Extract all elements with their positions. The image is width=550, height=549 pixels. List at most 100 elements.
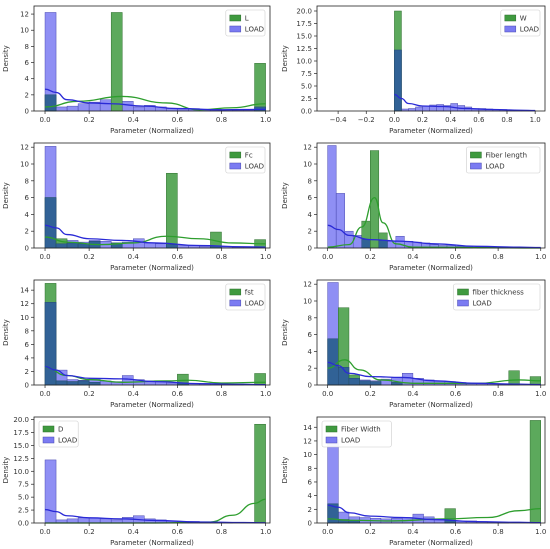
bar-overlap: [394, 49, 402, 112]
y-axis-label: Density: [281, 319, 289, 346]
x-tick-label: 1.0: [535, 390, 546, 398]
x-axis-label: Parameter (Normalized): [389, 264, 473, 272]
kde-load: [327, 504, 541, 524]
bar-load: [335, 193, 345, 249]
axes-frame: [33, 416, 271, 524]
y-tick-label: 10: [303, 451, 312, 459]
x-tick-label: 1.0: [530, 116, 541, 124]
legend-swatch-load: [229, 299, 242, 307]
y-tick-label: 0: [308, 382, 312, 390]
x-tick-label: −0.4: [330, 116, 348, 124]
x-tick-label: 0.6: [450, 253, 462, 261]
x-tick-label: −0.2: [358, 116, 375, 124]
x-tick-label: 0.0: [39, 528, 50, 536]
legend-label-load: LOAD: [245, 26, 264, 34]
y-tick-label: 14: [303, 424, 312, 432]
x-tick-label: 0.0: [39, 253, 50, 261]
legend-box: [466, 146, 541, 174]
x-tick-label: 0.4: [407, 390, 419, 398]
y-tick-label: 0.0: [301, 108, 312, 116]
x-tick-label: 0.6: [172, 528, 184, 536]
histogram-panel-l: 0.0 0.2 0.4 0.6 0.8 1.0 0 2 4 6 8 10 12 Parameter (No…: [2, 5, 271, 135]
y-tick-label: 2: [308, 506, 312, 514]
axes-frame: [316, 142, 546, 249]
kde-fiber-thickness: [327, 359, 541, 384]
x-tick-label: 1.0: [260, 390, 271, 398]
axes-frame: [316, 416, 546, 524]
kde-load: [327, 361, 541, 386]
y-tick-label: 8: [308, 314, 312, 322]
kde-load: [394, 93, 536, 112]
bar-overlap: [361, 239, 371, 249]
y-tick-label: 17.5: [13, 429, 29, 437]
x-tick-label: 0.4: [407, 528, 419, 536]
x-tick-label: 0.2: [84, 253, 95, 261]
kde-load: [44, 366, 266, 386]
y-tick-label: 2: [308, 228, 312, 236]
y-tick-label: 5.0: [301, 83, 312, 91]
bar-overlap: [77, 380, 90, 386]
y-tick-label: 8: [25, 43, 29, 51]
y-tick-label: 8: [308, 465, 312, 473]
bar-overlap: [370, 381, 382, 386]
bar-overlap: [44, 94, 57, 112]
bar-load: [44, 459, 57, 524]
x-tick-label: 0.8: [493, 528, 504, 536]
bar-overlap: [55, 243, 68, 249]
bar-overlap: [55, 380, 68, 386]
bar-load: [77, 517, 90, 524]
bar-load: [121, 375, 134, 386]
y-tick-label: 14: [20, 287, 29, 295]
kde-load: [327, 224, 541, 249]
y-tick-label: 12: [303, 281, 312, 289]
x-axis-label: Parameter (Normalized): [389, 401, 473, 409]
bar-load: [395, 235, 405, 249]
x-tick-label: 0.8: [501, 116, 512, 124]
x-tick-label: 0.2: [365, 528, 376, 536]
axes-frame: [33, 142, 271, 249]
y-tick-label: 6: [25, 59, 30, 67]
legend-swatch-l: [229, 14, 242, 22]
bar-load: [144, 242, 156, 249]
x-tick-label: 1.0: [260, 116, 271, 124]
x-axis-label: Parameter (Normalized): [110, 539, 194, 547]
kde-load: [45, 224, 266, 248]
legend-swatch-load: [325, 436, 338, 444]
y-tick-label: 6: [308, 194, 313, 202]
bar-load: [121, 101, 134, 112]
x-tick-label: 0.6: [473, 116, 485, 124]
bar-load: [77, 103, 90, 112]
legend-swatch-w: [504, 14, 517, 22]
legend-label-fiber-length: Fiber length: [485, 152, 527, 160]
x-tick-label: 1.0: [260, 253, 271, 261]
y-tick-label: 5.0: [18, 494, 29, 502]
y-tick-label: 10.0: [296, 58, 312, 66]
legend-swatch-fst: [229, 288, 242, 296]
x-tick-label: 0.6: [172, 116, 184, 124]
y-tick-label: 20.0: [296, 8, 312, 16]
y-tick-label: 12: [20, 11, 29, 19]
x-axis-label: Parameter (Normalized): [110, 127, 194, 135]
y-tick-label: 12: [303, 144, 312, 152]
y-tick-label: 12: [20, 300, 29, 308]
legend-box: [453, 283, 541, 311]
bar-load: [121, 517, 134, 524]
y-tick-label: 4: [308, 348, 313, 356]
y-tick-label: 8: [308, 177, 312, 185]
bar-load: [422, 105, 430, 112]
y-tick-label: 17.5: [296, 20, 312, 28]
legend-swatch-load: [42, 436, 55, 444]
x-tick-label: 0.4: [128, 116, 140, 124]
y-tick-label: 20.0: [13, 416, 29, 424]
y-tick-label: 2.5: [301, 95, 312, 103]
legend-swatch-fc: [229, 151, 242, 159]
bar-load: [155, 243, 167, 249]
y-tick-label: 4: [308, 211, 313, 219]
x-tick-label: 0.6: [450, 390, 462, 398]
bar-d: [254, 423, 266, 524]
bar-load: [327, 145, 337, 249]
bar-overlap: [359, 380, 371, 386]
kde-load: [44, 88, 266, 111]
x-tick-label: 0.2: [84, 390, 95, 398]
x-tick-label: 0.8: [216, 253, 227, 261]
